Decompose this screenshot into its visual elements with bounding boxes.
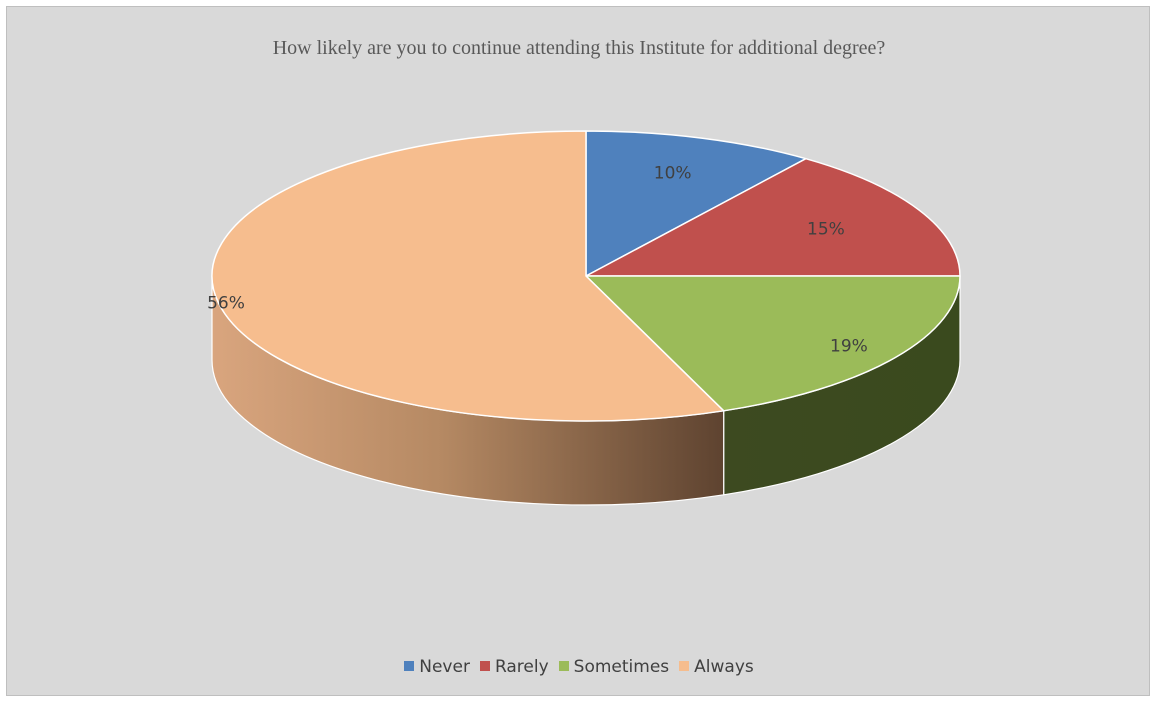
legend-swatch-always	[679, 661, 690, 671]
legend-swatch-never	[404, 661, 415, 671]
legend-label: Always	[694, 657, 754, 677]
data-label-sometimes: 19%	[830, 336, 868, 356]
legend-swatch-rarely	[479, 661, 490, 671]
pie-slice-sometimes[interactable]	[585, 275, 961, 412]
legend-label: Rarely	[494, 657, 549, 677]
legend-swatch-sometimes	[558, 661, 569, 671]
chart-title: How likely are you to continue attending…	[272, 37, 886, 59]
chart-legend: Never Rarely Sometimes Always	[7, 657, 1151, 677]
data-label-never: 10%	[654, 164, 692, 184]
pie-slice-always[interactable]	[211, 130, 725, 422]
pie-chart: 10% 15% 19% 56%	[207, 130, 961, 506]
pie-slice-never[interactable]	[585, 130, 807, 277]
legend-item-rarely[interactable]: Rarely	[479, 657, 549, 677]
legend-item-sometimes[interactable]: Sometimes	[558, 657, 670, 677]
legend-item-always[interactable]: Always	[679, 657, 754, 677]
chart-area: How likely are you to continue attending…	[6, 6, 1150, 696]
pie-slice-rarely[interactable]	[585, 157, 961, 277]
legend-item-never[interactable]: Never	[404, 657, 470, 677]
data-label-rarely: 15%	[807, 220, 845, 240]
data-label-always: 56%	[207, 294, 245, 314]
legend-label: Sometimes	[573, 657, 670, 677]
legend-label: Never	[419, 657, 470, 677]
